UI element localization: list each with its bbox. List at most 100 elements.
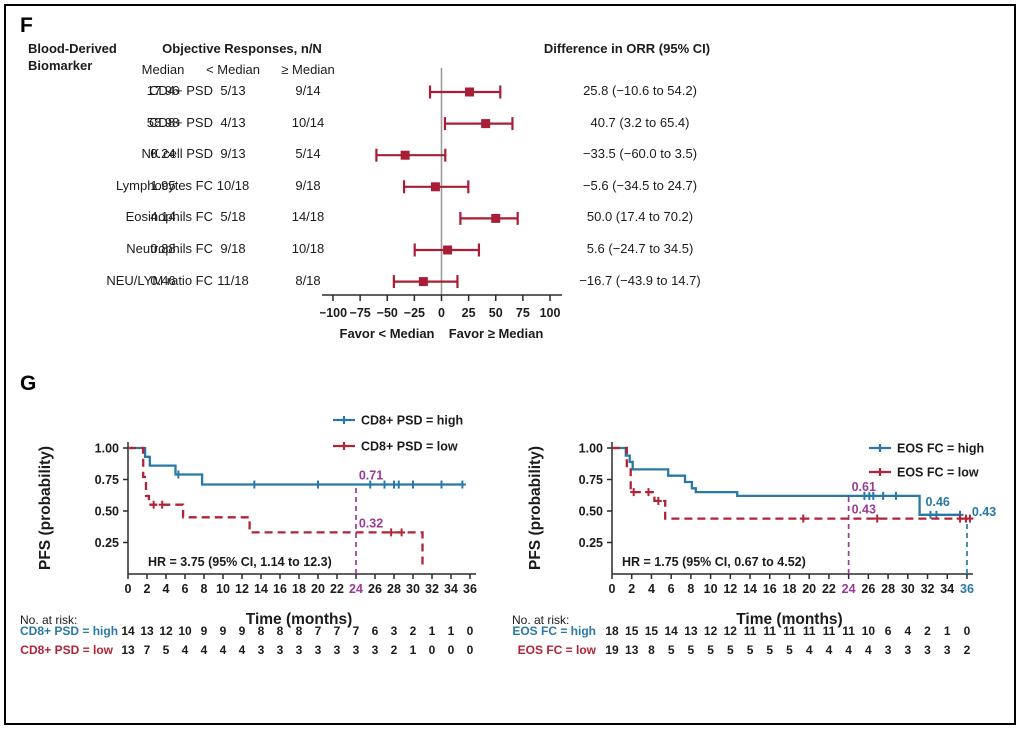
forest-x-tick-label: 0: [438, 306, 445, 320]
risk-count: 0: [428, 643, 436, 657]
km-x-tick-label: 30: [901, 582, 915, 596]
risk-count: 1: [943, 624, 951, 638]
km-x-tick-labels: 0 2 4 6 8 10 12 14 16 18 20 22 24 26 28 30 32 34 36: [125, 582, 477, 596]
km-x-tick-label: 2: [144, 582, 151, 596]
forest-row-median: 17.96: [146, 83, 180, 98]
risk-count: 2: [390, 643, 398, 657]
risk-header-right: No. at risk:: [512, 613, 570, 627]
risk-count: 13: [625, 643, 639, 657]
risk-count: 11: [763, 624, 777, 638]
risk-row-label: EOS FC = high: [512, 624, 596, 638]
forest-ci-row: [413, 243, 481, 257]
km-curve-dashed: [612, 446, 974, 523]
km-x-axis-title: Time (months): [736, 611, 843, 628]
risk-count: 2: [409, 624, 417, 638]
risk-count: 8: [276, 624, 284, 638]
km-legend-label: EOS FC = high: [897, 442, 984, 456]
risk-count: 4: [865, 643, 872, 657]
risk-count: 5: [726, 643, 734, 657]
forest-ci-row: [402, 180, 470, 194]
km-x-tick-label: 16: [763, 582, 777, 596]
km-y-tick-labels: 1.00 0.75 0.50 0.25: [579, 442, 603, 551]
forest-x-axis: [322, 294, 562, 301]
km-curve-solid: [612, 446, 964, 519]
risk-count: 3: [904, 643, 912, 657]
lt-median-col-header: < Median: [206, 62, 260, 77]
risk-count: 9: [219, 624, 227, 638]
forest-row-biomarker: CD4+ PSD: [149, 83, 213, 98]
forest-row-lt-median: 11/18: [217, 272, 249, 288]
forest-row-median: 58.98: [146, 114, 180, 130]
risk-count: 3: [371, 643, 379, 657]
favor-right-label: Favor ≥ Median: [448, 326, 544, 341]
km-x-tick-label: 36: [463, 582, 477, 596]
km-hr-text: HR = 1.75 (95% CI, 0.67 to 4.52): [622, 555, 806, 569]
risk-count: 9: [200, 624, 208, 638]
km-x-axis-title: Time (months): [246, 611, 353, 628]
forest-row-diff-ci: 40.7 (3.2 to 65.4): [590, 114, 690, 130]
favor-left-label: Favor < Median: [339, 326, 435, 341]
forest-ci-row: [459, 211, 519, 225]
km-y-tick-labels: 1.00 0.75 0.50 0.25: [95, 442, 119, 551]
risk-count: 4: [238, 643, 246, 657]
risk-count: 11: [802, 624, 816, 638]
forest-x-tick-label: 75: [516, 306, 530, 320]
risk-count: 7: [143, 643, 151, 657]
risk-header-left: No. at risk:: [20, 613, 78, 627]
km-x-tick-label: 0: [609, 582, 616, 596]
forest-row-biomarker: NK cell PSD: [141, 146, 213, 162]
km-legend-marker: [333, 416, 355, 424]
km-x-tick-label: 14: [254, 582, 268, 596]
forest-row-diff-ci: 50.0 (17.4 to 70.2): [586, 209, 694, 225]
forest-row-median: 1.95: [150, 177, 176, 193]
forest-row-diff-ci: 5.6 (−24.7 to 34.5): [586, 241, 694, 256]
km-value-annotation: 0.32: [359, 516, 383, 530]
figure-frame: [4, 4, 1016, 725]
km-y-tick-label: 0.75: [579, 473, 603, 487]
forest-row-biomarker: NEU/LYM ratio FC: [106, 272, 213, 288]
risk-count: 0: [466, 624, 474, 638]
forest-x-tick-label: 100: [540, 306, 561, 320]
forest-ci-row: [375, 148, 447, 162]
forest-row-lt-median: 5/13: [220, 83, 246, 98]
risk-count: 1: [409, 643, 417, 657]
forest-x-tick-label: −100: [320, 306, 347, 320]
risk-count: 3: [390, 624, 398, 638]
km-x-tick-label: 32: [425, 582, 439, 596]
risk-count: 5: [766, 643, 774, 657]
risk-count: 18: [605, 624, 619, 638]
km-x-tick-label: 10: [216, 582, 230, 596]
risk-count: 13: [121, 643, 135, 657]
risk-row-label: EOS FC = low: [517, 643, 596, 657]
risk-count: 8: [295, 624, 303, 638]
km-x-tick-label: 32: [921, 582, 935, 596]
km-hr-text: HR = 3.75 (95% CI, 1.14 to 12.3): [148, 555, 332, 569]
risk-count: 0: [963, 624, 971, 638]
forest-row-median: 0.88: [150, 241, 176, 256]
forest-x-tick-labels: −100 −75 −50 −25 0 25 50 75 100: [320, 306, 560, 320]
km-x-tick-label: 24: [842, 582, 856, 596]
risk-count: 0: [466, 643, 474, 657]
forest-ci-row: [428, 85, 502, 99]
km-x-tick-label: 28: [387, 582, 401, 596]
risk-count: 3: [314, 643, 322, 657]
forest-row-lt-median: 9/18: [220, 241, 246, 256]
risk-count: 14: [664, 624, 678, 638]
risk-count: 13: [140, 624, 154, 638]
risk-count: 4: [845, 643, 852, 657]
km-y-axis-title: PFS (probability): [527, 446, 544, 570]
km-x-tick-label: 4: [648, 582, 655, 596]
km-y-tick-label: 0.75: [95, 473, 119, 487]
risk-count: 12: [159, 624, 173, 638]
km-value-annotation: 0.61: [852, 480, 876, 494]
km-x-tick-label: 14: [743, 582, 757, 596]
forest-row-diff-ci: 25.8 (−10.6 to 54.2): [583, 83, 697, 98]
km-value-annotation: 0.46: [926, 495, 950, 509]
forest-row-median: 0.46: [150, 272, 176, 288]
km-x-tick-label: 10: [704, 582, 718, 596]
risk-count: 7: [333, 624, 341, 638]
forest-row-lt-median: 4/13: [220, 114, 246, 130]
risk-count: 7: [352, 624, 360, 638]
risk-count: 4: [181, 643, 189, 657]
forest-row-median: 4.14: [150, 209, 176, 225]
